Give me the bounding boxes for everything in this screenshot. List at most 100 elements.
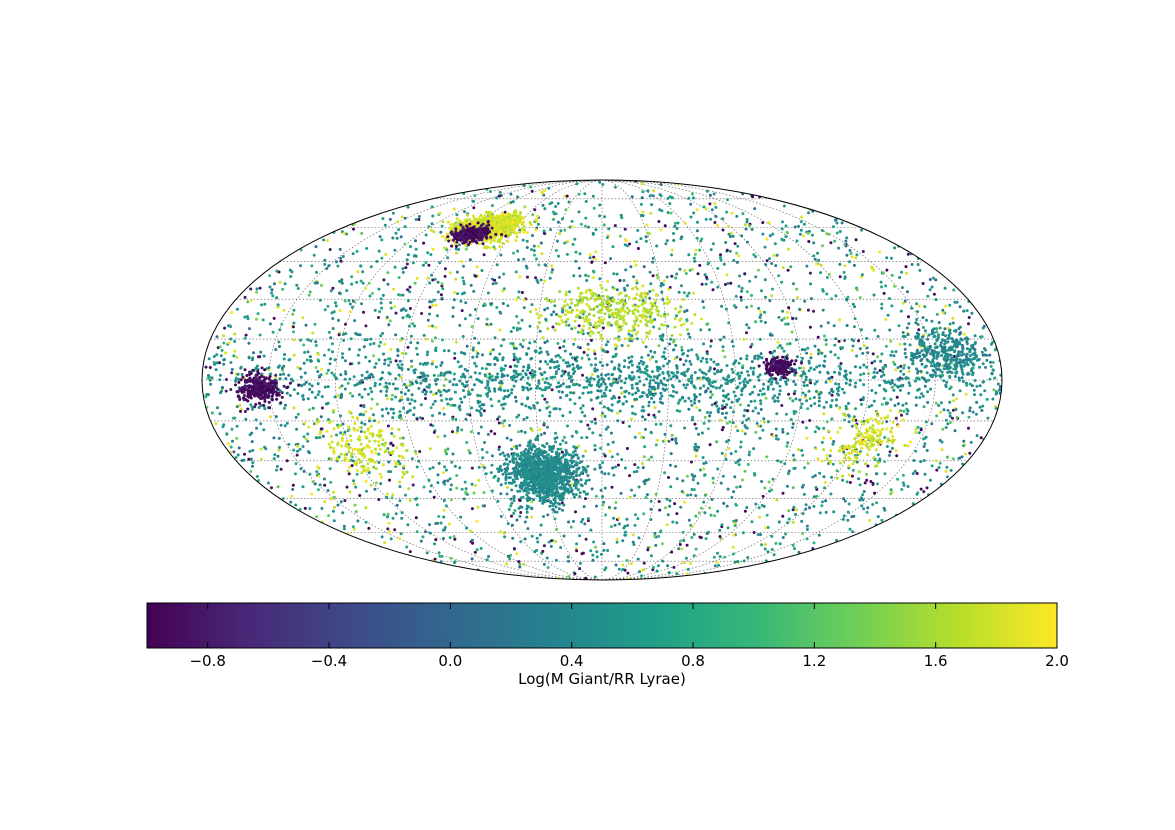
data-point [781,536,785,539]
data-point [431,466,435,469]
data-point [689,493,693,497]
data-point [511,481,515,485]
data-point [439,293,443,297]
data-point [683,221,687,225]
data-point [824,343,828,346]
data-point [316,488,320,492]
data-point [434,336,437,340]
data-point [477,341,481,345]
data-point [641,466,645,470]
data-point [227,442,230,446]
data-point [470,557,474,561]
data-point [530,448,534,452]
data-point [530,515,534,519]
data-point [506,467,510,471]
data-point [743,469,747,473]
data-point [750,293,753,297]
data-point [574,430,578,433]
data-point [670,433,674,437]
data-point [808,419,812,422]
data-point [482,403,486,407]
data-point [414,516,418,520]
data-point [739,445,743,449]
data-point [802,234,805,238]
data-point [412,254,416,258]
data-point [547,466,551,470]
data-point [582,505,586,509]
data-point [444,504,448,508]
data-point [917,431,921,435]
data-point [819,271,822,275]
data-point [449,226,452,230]
data-point [578,495,582,499]
data-point [692,291,695,295]
data-point [541,490,545,494]
data-point [724,457,728,461]
data-point [404,309,408,312]
data-point [594,250,598,254]
data-point [690,403,694,407]
data-point [522,489,526,493]
data-point [218,345,222,349]
data-point [259,447,263,451]
data-point [546,513,550,517]
data-point [248,449,252,453]
data-point [397,293,401,297]
data-point [661,559,665,563]
data-point [352,227,355,231]
data-point [323,262,327,266]
data-point [516,249,520,253]
data-point [760,543,764,547]
data-point [963,452,967,456]
data-point [406,253,410,257]
data-point [489,322,493,326]
data-point [247,457,251,461]
data-point [382,352,385,356]
data-point [344,322,347,326]
data-point [921,282,925,285]
data-point [559,456,563,460]
data-point [733,475,737,479]
data-point [623,466,627,470]
data-point [696,220,699,224]
data-point [343,430,347,434]
data-point [917,328,921,332]
data-point [998,388,1002,392]
data-point [775,253,779,257]
data-point [334,304,338,308]
data-point [904,402,908,405]
data-point [655,438,659,442]
data-point [747,404,751,407]
data-point [668,342,672,346]
data-point [852,514,856,518]
data-point [690,460,693,464]
data-point [890,385,894,389]
data-point [558,463,562,467]
data-point [797,224,800,228]
data-point [658,508,662,512]
data-point [330,311,334,315]
data-point [838,275,842,279]
data-point [529,427,533,431]
data-point [427,478,431,482]
data-point [754,320,758,324]
data-point [809,381,813,385]
data-point [506,522,510,526]
data-point [654,492,658,496]
data-point [274,348,278,351]
data-point [800,519,804,523]
data-point [567,476,571,480]
data-point [889,488,893,492]
data-point [449,498,453,502]
data-point [905,271,909,275]
data-point [644,496,648,499]
data-point [932,292,936,296]
data-point [386,527,390,531]
data-point [452,298,456,302]
data-point [331,327,335,330]
data-point [719,258,723,262]
data-point [471,541,475,545]
data-point [865,346,869,350]
data-point [722,335,726,339]
data-point [608,449,612,453]
